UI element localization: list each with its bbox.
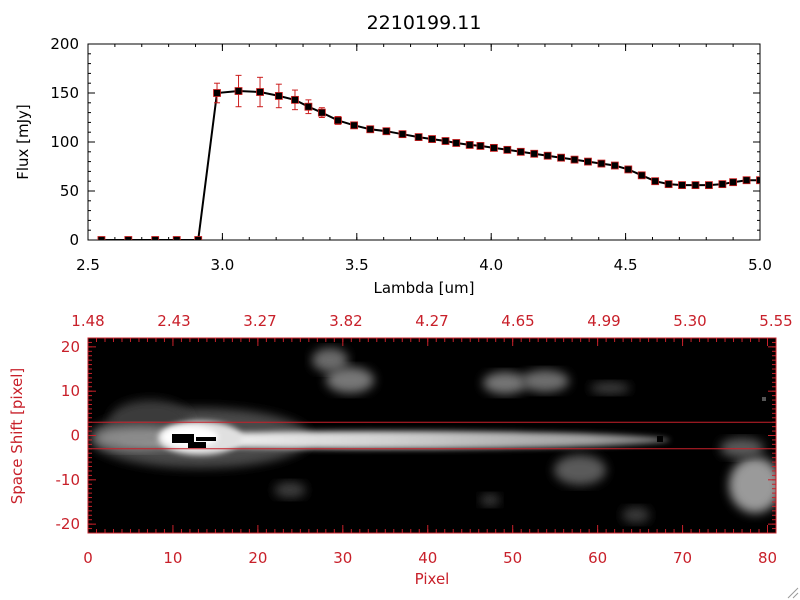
chart-title: 2210199.11 — [367, 12, 482, 34]
spectrum-data-point — [97, 236, 106, 240]
spectral-image-y-tick-label: 20 — [61, 338, 80, 356]
spectral-image-y-axis-label: Space Shift [pixel] — [8, 368, 26, 505]
spectrum-data-point — [597, 159, 606, 168]
spectral-image-x-tick-label: 60 — [588, 549, 607, 567]
spectrum-data-point — [452, 139, 461, 147]
spectrum-data-point — [624, 165, 633, 174]
spectral-image-tick-marks — [87, 337, 777, 534]
spectrum-data-point — [124, 236, 133, 240]
spectrum-y-tick-label: 200 — [50, 35, 79, 53]
spectral-image-x-tick-label: 10 — [163, 549, 182, 567]
spectrum-x-axis-label: Lambda [um] — [374, 279, 475, 297]
spectrum-x-tick-label: 2.5 — [76, 256, 100, 274]
spectrum-x-tick-label: 5.0 — [748, 256, 772, 274]
spectrum-data-point — [756, 176, 760, 185]
spectrum-data-point — [530, 149, 539, 158]
spectrum-data-point — [476, 142, 485, 150]
spectral-image-y-tick-label: -20 — [56, 515, 81, 533]
spectrum-y-tick-label: 100 — [50, 133, 79, 151]
spectrum-data-point — [151, 236, 160, 240]
spectral-image-top-wavelength-label: 3.27 — [243, 312, 276, 330]
spectrum-data-point — [366, 125, 375, 134]
spectral-image-x-tick-labels: 0 10 20 30 40 50 60 70 80 — [83, 549, 777, 567]
spectrum-data-point — [718, 180, 727, 189]
spectral-image-top-wavelength-label: 5.55 — [759, 312, 792, 330]
spectrum-y-axis-label: Flux [mJy] — [14, 104, 32, 180]
spectrum-data-point — [304, 102, 313, 111]
spectrum-tick-marks — [87, 43, 761, 241]
spectral-image-y-tick-label: 10 — [61, 382, 80, 400]
spectrum-series — [97, 74, 760, 240]
spectral-image-top-wavelength-label: 2.43 — [157, 312, 190, 330]
spectral-image — [88, 338, 776, 533]
spectrum-data-point — [465, 141, 474, 149]
spectrum-data-point — [584, 157, 592, 166]
spectrum-data-point — [234, 87, 243, 95]
spectral-image-y-tick-label: 0 — [70, 427, 80, 445]
spectrum-x-tick-label: 4.0 — [479, 256, 503, 274]
spectral-image-top-wavelength-label: 3.82 — [329, 312, 362, 330]
spectrum-data-point — [678, 181, 686, 190]
resize-grip-icon[interactable] — [787, 587, 799, 599]
spectrum-data-point — [705, 181, 713, 190]
spectrum-data-point — [651, 177, 660, 186]
spectrum-data-point — [742, 176, 751, 185]
spectrum-x-tick-label: 4.5 — [614, 256, 638, 274]
spectrum-data-point — [398, 130, 407, 139]
spectrum-data-point — [516, 147, 525, 156]
spectral-image-top-wavelength-label: 4.65 — [501, 312, 534, 330]
spectrum-data-point — [291, 95, 299, 104]
spectrum-data-point — [543, 151, 552, 160]
spectral-image-x-tick-label: 70 — [673, 549, 692, 567]
spectrum-panel: 2210199.11 2.5 3.0 3.5 4.0 4.5 5.0 0 50 100 150 2… — [14, 12, 772, 297]
spectrum-data-point — [317, 108, 326, 117]
spectrum-x-tick-label: 3.0 — [210, 256, 234, 274]
spectrum-data-point — [729, 178, 738, 187]
spectrum-plot-frame — [87, 43, 761, 241]
spectrum-data-point — [350, 121, 359, 130]
spectral-image-top-wavelength-label: 4.99 — [587, 312, 620, 330]
spectrum-data-point — [334, 116, 342, 125]
spectrum-y-tick-label: 150 — [50, 84, 79, 102]
spectrum-x-tick-label: 3.5 — [345, 256, 369, 274]
spectral-image-x-tick-label: 30 — [333, 549, 352, 567]
spectral-image-x-tick-label: 80 — [758, 549, 777, 567]
spectral-image-y-tick-label: -10 — [56, 471, 81, 489]
spectrum-x-tick-labels: 2.5 3.0 3.5 4.0 4.5 5.0 — [76, 256, 772, 274]
spectral-image-x-tick-label: 50 — [503, 549, 522, 567]
spectrum-y-tick-labels: 0 50 100 150 200 — [50, 35, 79, 249]
spectral-image-top-wavelength-label: 4.27 — [415, 312, 448, 330]
spectrum-line — [101, 89, 760, 240]
spectral-image-x-axis-label: Pixel — [415, 570, 450, 588]
spectrum-data-point — [194, 236, 203, 240]
extraction-window-lines — [88, 421, 776, 450]
spectral-image-top-wavelength-labels: 1.48 2.43 3.27 3.82 4.27 4.65 4.99 5.30 5.55 — [71, 312, 792, 330]
spectrum-data-point — [570, 155, 579, 164]
spectrum-data-point — [274, 92, 283, 100]
spectrum-y-tick-label: 50 — [60, 182, 79, 200]
spectrum-data-point — [213, 89, 221, 97]
spectral-image-panel: 0 10 20 30 40 50 60 70 80 1.48 2.43 3.27 3.82 4.27 4.… — [8, 312, 793, 588]
spectral-image-top-wavelength-label: 5.30 — [673, 312, 706, 330]
spectrum-data-point — [256, 88, 264, 96]
spectral-image-x-tick-label: 40 — [418, 549, 437, 567]
spectrum-data-point — [557, 153, 565, 162]
spectrum-data-point — [610, 161, 619, 170]
spectrum-data-point — [414, 133, 423, 142]
spectrum-data-point — [441, 137, 450, 145]
spectrum-data-point — [172, 236, 181, 240]
spectrum-data-point — [691, 181, 700, 190]
spectrum-data-point — [664, 180, 673, 189]
spectral-image-x-tick-label: 20 — [248, 549, 267, 567]
spectral-image-y-tick-labels: -20 -10 0 10 20 — [56, 338, 81, 533]
spectrum-data-point — [428, 135, 436, 143]
spectral-image-x-tick-label: 0 — [83, 549, 93, 567]
spectrum-y-tick-label: 0 — [69, 231, 79, 249]
spectrum-data-point — [382, 127, 391, 136]
spectrum-data-point — [489, 143, 498, 152]
spectrum-data-point — [637, 171, 646, 180]
spectrum-data-point — [503, 145, 512, 154]
spectral-image-top-wavelength-label: 1.48 — [71, 312, 104, 330]
